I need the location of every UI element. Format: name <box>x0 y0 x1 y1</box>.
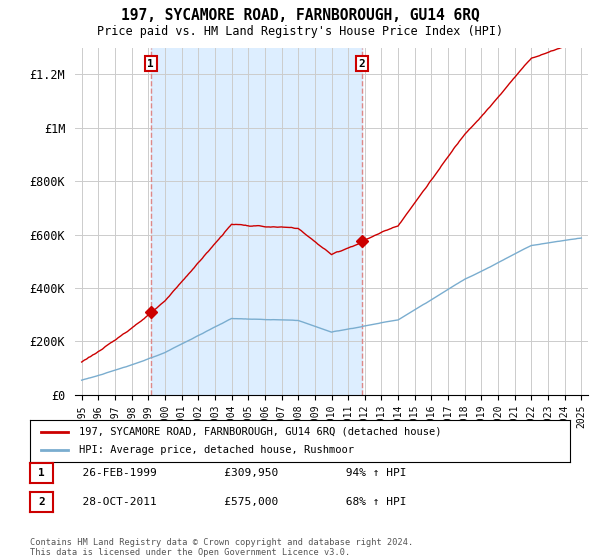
Text: 26-FEB-1999          £309,950          94% ↑ HPI: 26-FEB-1999 £309,950 94% ↑ HPI <box>69 468 407 478</box>
Text: 197, SYCAMORE ROAD, FARNBOROUGH, GU14 6RQ (detached house): 197, SYCAMORE ROAD, FARNBOROUGH, GU14 6R… <box>79 427 441 437</box>
Text: HPI: Average price, detached house, Rushmoor: HPI: Average price, detached house, Rush… <box>79 445 353 455</box>
Text: Contains HM Land Registry data © Crown copyright and database right 2024.
This d: Contains HM Land Registry data © Crown c… <box>30 538 413 557</box>
Text: 1: 1 <box>38 468 45 478</box>
Text: 2: 2 <box>358 59 365 69</box>
Text: 197, SYCAMORE ROAD, FARNBOROUGH, GU14 6RQ: 197, SYCAMORE ROAD, FARNBOROUGH, GU14 6R… <box>121 8 479 24</box>
Text: 1: 1 <box>148 59 154 69</box>
Text: 28-OCT-2011          £575,000          68% ↑ HPI: 28-OCT-2011 £575,000 68% ↑ HPI <box>69 497 407 507</box>
Text: Price paid vs. HM Land Registry's House Price Index (HPI): Price paid vs. HM Land Registry's House … <box>97 25 503 38</box>
Bar <box>151 48 362 395</box>
Text: 2: 2 <box>38 497 45 507</box>
